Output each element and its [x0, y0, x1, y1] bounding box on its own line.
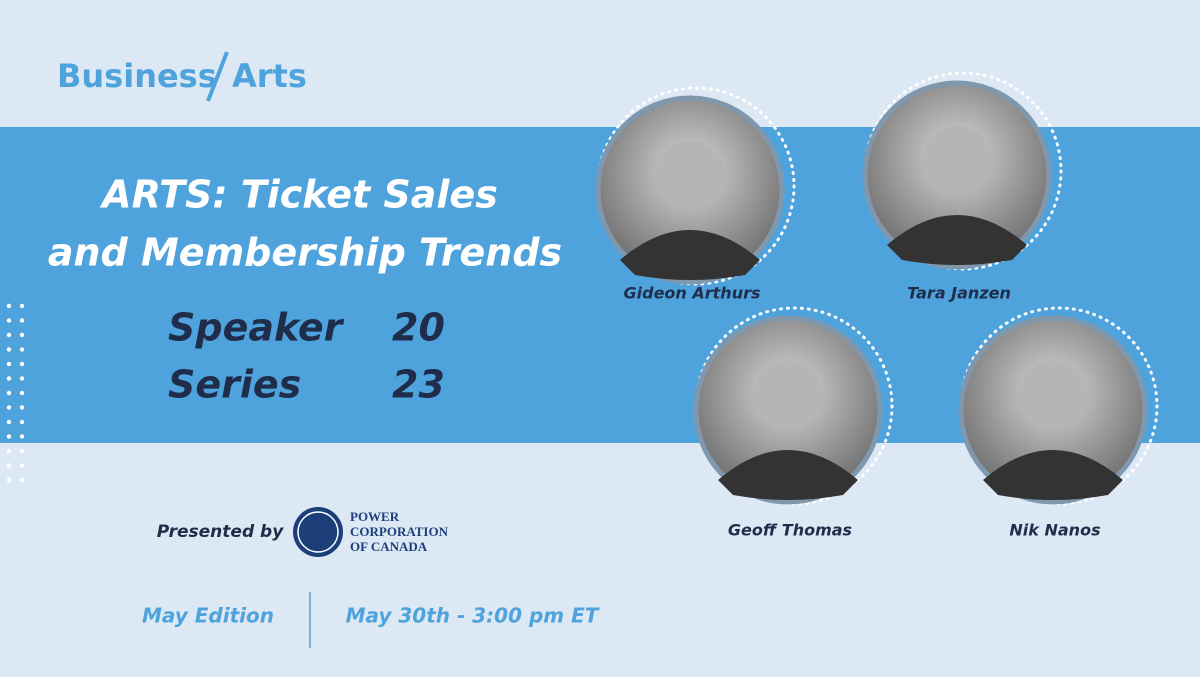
speaker-name: Tara Janzen: [907, 284, 1011, 303]
sponsor-name: CORPORATION: [350, 524, 449, 539]
logo-slash: [206, 51, 229, 102]
date-time: May 30th - 3:00 pm ET: [346, 604, 600, 628]
series-word: Series: [168, 363, 301, 407]
silhouette: [983, 450, 1123, 500]
sponsor-emblem-ring: [297, 511, 339, 553]
dot: [19, 419, 25, 425]
sponsor-name: OF CANADA: [350, 539, 428, 554]
dot: [19, 347, 25, 352]
dot: [6, 477, 12, 483]
title-line: ARTS: Ticket Sales: [99, 173, 498, 217]
silhouette: [620, 230, 760, 280]
logo-arts: Arts: [232, 57, 307, 95]
series-number: 20: [392, 306, 445, 350]
speakers: Gideon Arthurs Tara Janzen Geoff Thomas Nik…: [595, 71, 1159, 540]
dot: [19, 448, 25, 454]
dot: [19, 477, 25, 483]
dot: [6, 318, 12, 323]
silhouette-head: [923, 126, 991, 194]
dot: [6, 361, 12, 367]
speaker-name: Gideon Arthurs: [624, 284, 761, 303]
dot: [6, 405, 12, 410]
sponsor-emblem: [293, 507, 343, 557]
dot: [19, 318, 25, 323]
speaker-name: Geoff Thomas: [728, 521, 852, 540]
dot: [6, 347, 12, 352]
sponsor-name: POWER: [350, 509, 400, 524]
dot: [19, 303, 25, 309]
title-line: and Membership Trends: [48, 231, 562, 275]
dot: [6, 448, 12, 454]
speaker-name: Nik Nanos: [1009, 521, 1100, 540]
dot: [19, 405, 25, 410]
dot: [6, 390, 12, 396]
dot: [19, 376, 25, 381]
dot: [6, 332, 12, 338]
dot: [6, 434, 12, 439]
silhouette-head: [656, 141, 724, 209]
edition: May Edition: [142, 604, 274, 628]
silhouette: [887, 215, 1027, 265]
dot: [19, 434, 25, 439]
logo-business: Business: [57, 57, 217, 95]
series-word: Speaker: [168, 306, 345, 350]
dot: [19, 361, 25, 367]
dot: [6, 463, 12, 468]
silhouette-head: [1019, 361, 1087, 429]
presented-by: Presented by: [157, 522, 285, 542]
dot: [19, 332, 25, 338]
dot: [19, 463, 25, 468]
dot: [19, 390, 25, 396]
dot: [6, 376, 12, 381]
dot-grid: [6, 303, 25, 483]
silhouette: [718, 450, 858, 500]
silhouette-head: [754, 361, 822, 429]
series-number: 23: [392, 363, 445, 407]
dot: [6, 419, 12, 425]
dot: [6, 303, 12, 309]
